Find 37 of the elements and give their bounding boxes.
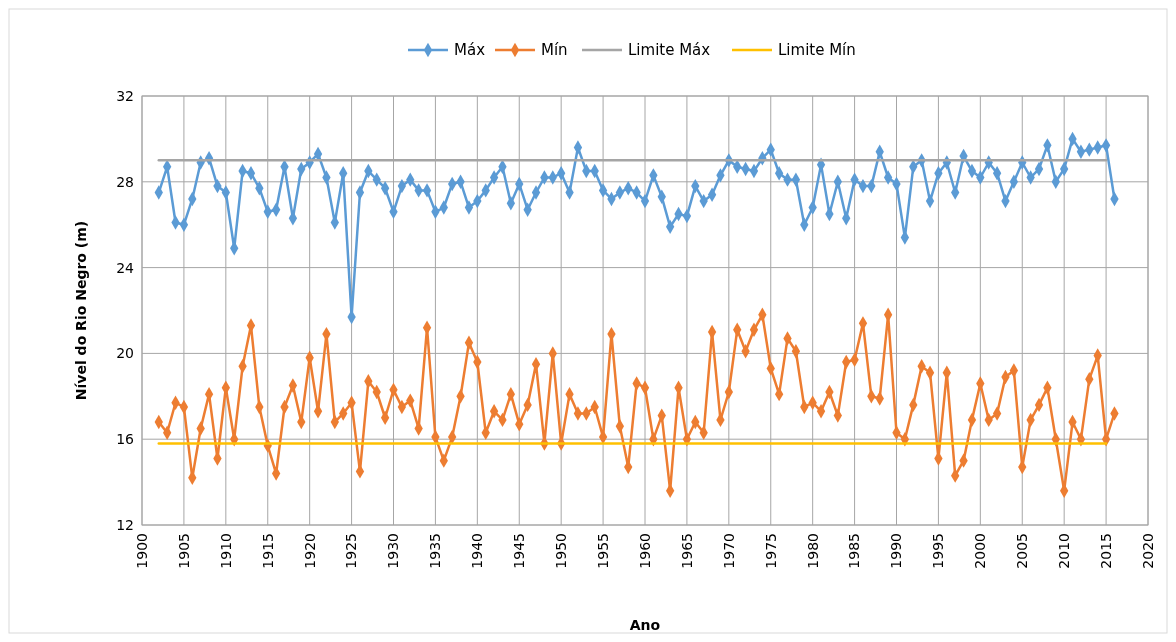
y-tick-label: 24 <box>116 259 135 276</box>
x-tick-label: 1980 <box>804 533 821 569</box>
legend-label: Limite Máx <box>628 41 711 60</box>
x-tick-label: 1990 <box>888 533 905 569</box>
legend-label: Máx <box>454 41 486 60</box>
x-tick-label: 1960 <box>636 533 653 569</box>
x-tick-label: 1925 <box>343 533 360 569</box>
x-tick-label: 2000 <box>972 533 989 569</box>
y-tick-label: 32 <box>116 87 134 104</box>
x-tick-label: 1915 <box>259 533 276 569</box>
x-tick-label: 1995 <box>930 533 947 569</box>
y-tick-label: 20 <box>116 345 134 362</box>
x-tick-label: 1970 <box>720 533 737 569</box>
x-axis-title: Ano <box>629 617 661 633</box>
x-tick-label: 2020 <box>1139 533 1156 569</box>
y-axis-title: Nível do Rio Negro (m) <box>73 220 89 401</box>
x-tick-label: 1935 <box>427 533 444 569</box>
x-tick-label: 1900 <box>133 533 150 569</box>
y-tick-label: 28 <box>116 173 134 190</box>
x-tick-label: 1910 <box>217 533 234 569</box>
legend-label: Limite Mín <box>778 41 856 60</box>
x-tick-label: 1975 <box>762 533 779 569</box>
x-tick-label: 2005 <box>1014 533 1031 569</box>
x-tick-label: 1920 <box>301 533 318 569</box>
x-tick-label: 2015 <box>1097 533 1114 569</box>
x-tick-label: 2010 <box>1056 533 1073 569</box>
y-tick-label: 16 <box>116 431 135 448</box>
x-tick-label: 1945 <box>511 533 528 569</box>
x-tick-label: 1905 <box>175 533 192 569</box>
y-tick-label: 12 <box>116 516 134 533</box>
legend-label: Mín <box>541 41 568 60</box>
x-tick-label: 1955 <box>594 533 611 569</box>
x-tick-label: 1985 <box>846 533 863 569</box>
x-tick-label: 1940 <box>469 533 486 569</box>
x-tick-label: 1930 <box>385 533 402 569</box>
x-tick-label: 1950 <box>553 533 570 569</box>
x-tick-label: 1965 <box>678 533 695 569</box>
